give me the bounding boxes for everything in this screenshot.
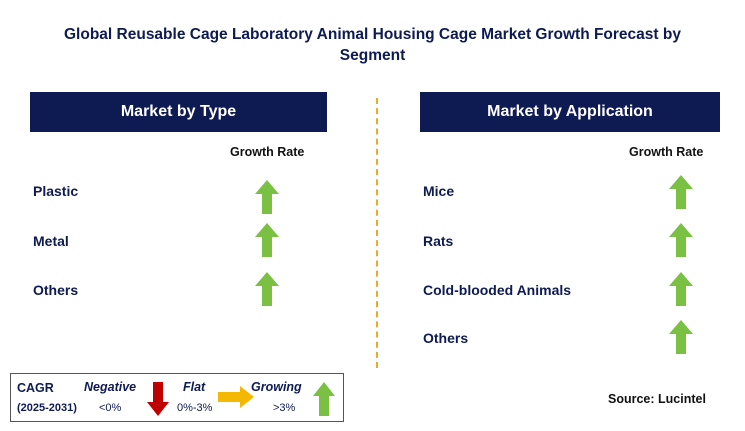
market-by-application-header: Market by Application <box>420 92 720 132</box>
legend-flat-label: Flat <box>183 380 206 394</box>
market-by-type-header: Market by Type <box>30 92 327 132</box>
growth-up-arrow-icon <box>255 223 279 257</box>
legend-negative-label: Negative <box>84 380 137 394</box>
cagr-period: (2025-2031) <box>17 402 77 414</box>
growth-up-arrow-icon <box>669 175 693 209</box>
cagr-label: CAGR <box>17 381 54 395</box>
growth-up-arrow-icon <box>669 272 693 306</box>
legend-growing-label: Growing <box>251 380 302 394</box>
segment-label-plastic: Plastic <box>33 183 79 199</box>
growth-up-arrow-icon <box>255 272 279 306</box>
segment-label-others-application: Others <box>423 330 469 346</box>
legend-growing-range: >3% <box>273 402 296 414</box>
growth-up-arrow-icon <box>669 223 693 257</box>
segment-label-rats: Rats <box>423 233 454 249</box>
growth-rate-label-application: Growth Rate <box>629 145 704 159</box>
legend-flat-range: 0%-3% <box>177 402 213 414</box>
legend-negative-range: <0% <box>99 402 122 414</box>
growth-rate-label-type: Growth Rate <box>230 145 305 159</box>
segment-label-mice: Mice <box>423 183 455 199</box>
growth-up-arrow-icon <box>669 320 693 354</box>
growing-up-arrow-icon <box>313 382 335 416</box>
panel-divider <box>376 98 378 368</box>
source-credit: Source: Lucintel <box>608 392 706 406</box>
segment-label-metal: Metal <box>33 233 69 249</box>
cagr-legend: CAGR (2025-2031) Negative <0% Flat 0%-3%… <box>10 373 344 422</box>
growth-up-arrow-icon <box>255 180 279 214</box>
flat-right-arrow-icon <box>218 386 254 408</box>
segment-label-others-type: Others <box>33 282 79 298</box>
negative-down-arrow-icon <box>147 382 169 416</box>
segment-label-cold-blooded-animals: Cold-blooded Animals <box>423 282 572 298</box>
chart-title: Global Reusable Cage Laboratory Animal H… <box>64 26 681 64</box>
